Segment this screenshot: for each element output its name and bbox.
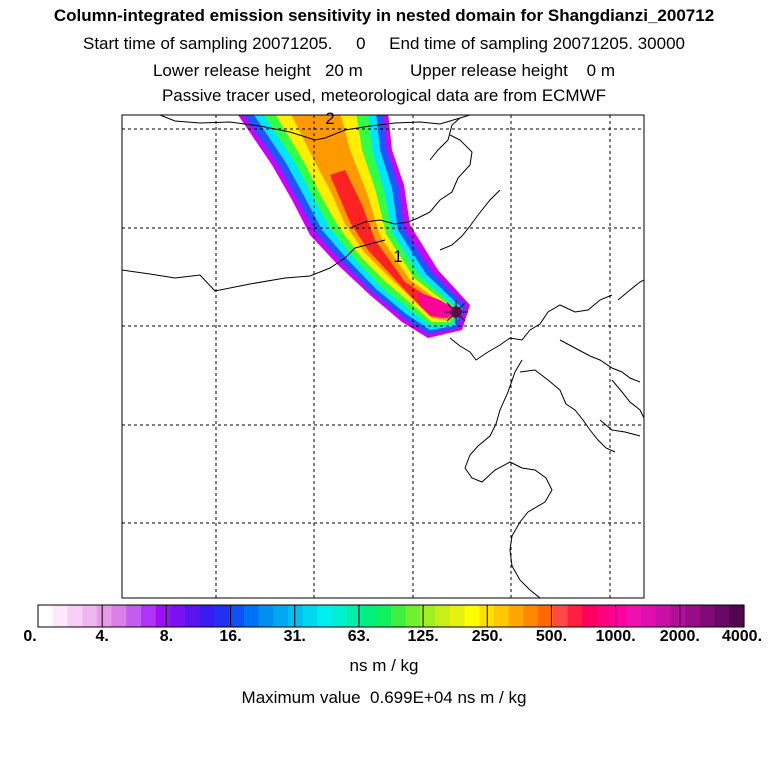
colorbar-cell <box>258 605 274 627</box>
emission-plume <box>238 115 470 338</box>
max-value-label: Maximum value 0.699E+04 ns m / kg <box>241 688 527 707</box>
colorbar-cell <box>685 605 701 627</box>
colorbar-cell <box>596 605 613 627</box>
colorbar-cell <box>464 605 480 627</box>
colorbar-cell <box>626 605 642 627</box>
colorbar-cell <box>243 605 260 627</box>
colorbar-cell <box>420 605 436 627</box>
colorbar-cell <box>111 605 127 627</box>
colorbar-cell <box>332 605 348 627</box>
colorbar-units: ns m / kg <box>349 656 419 675</box>
grid-lines <box>122 115 644 598</box>
colorbar-cell <box>214 605 230 627</box>
coastlines <box>122 115 644 598</box>
contour-label-2: 2 <box>325 109 334 128</box>
colorbar-tick-label: 4000. <box>721 628 763 645</box>
colorbar-cell <box>96 605 113 627</box>
colorbar-cell <box>346 605 363 627</box>
colorbar-cell <box>82 605 98 627</box>
colorbar-cell <box>729 605 745 627</box>
colorbar-cell <box>376 605 392 627</box>
plot-title: Column-integrated emission sensitivity i… <box>53 6 715 25</box>
colorbar-tick-label: 8. <box>159 628 174 645</box>
contour-label-1: 1 <box>393 247 402 266</box>
colorbar-cell <box>655 605 672 627</box>
colorbar-cell <box>155 605 171 627</box>
colorbar-cell <box>140 605 157 627</box>
colorbar-tick-label: 4. <box>95 628 109 645</box>
colorbar-cell <box>38 605 54 627</box>
colorbar-border <box>37 604 745 628</box>
plume-band-orange <box>291 115 452 320</box>
colorbar-dividers <box>101 605 681 627</box>
colorbar-cell <box>523 605 539 627</box>
colorbar-cell <box>670 605 686 627</box>
colorbar-tick-label: 500. <box>535 628 568 645</box>
colorbar-cell <box>185 605 201 627</box>
colorbar-tick-label: 250. <box>471 628 503 645</box>
colorbar-cell <box>361 605 377 627</box>
colorbar-cell <box>52 605 69 627</box>
colorbar-cell <box>508 605 524 627</box>
colorbar-cell <box>538 605 554 627</box>
colorbar-cell <box>699 605 716 627</box>
colorbar-tick-label: 2000. <box>659 628 700 645</box>
colorbar-cell <box>567 605 583 627</box>
colorbar-cell <box>302 605 319 627</box>
colorbar-cell <box>405 605 422 627</box>
release-height-line: Lower release height 20 m Upper release … <box>152 61 616 80</box>
colorbar-cell <box>288 605 304 627</box>
sampling-time-line: Start time of sampling 20071205. 0 End t… <box>83 34 685 53</box>
colorbar-cell <box>67 605 83 627</box>
plume-band-red <box>330 170 450 318</box>
tracer-info-line: Passive tracer used, meteorological data… <box>161 86 607 105</box>
colorbar-cell <box>714 605 730 627</box>
colorbar-cell <box>317 605 333 627</box>
colorbar-tick-label: 125. <box>407 628 439 645</box>
map-frame <box>121 114 645 599</box>
colorbar-cell <box>611 605 627 627</box>
colorbar-cell <box>273 605 289 627</box>
colorbar-tick-label: 16. <box>219 628 242 645</box>
colorbar-cell <box>170 605 186 627</box>
colorbar-cell <box>199 605 216 627</box>
colorbar-cell <box>552 605 569 627</box>
colorbar-tick-label: 63. <box>347 628 371 645</box>
colorbar-cell <box>126 605 142 627</box>
colorbar-tick-label: 31. <box>283 628 306 645</box>
colorbar-cell <box>582 605 598 627</box>
colorbar-cell <box>435 605 451 627</box>
colorbar-cell <box>229 605 245 627</box>
colorbar <box>38 605 745 627</box>
colorbar-tick-label: 0. <box>23 628 37 645</box>
colorbar-cell <box>449 605 466 627</box>
colorbar-cell <box>493 605 510 627</box>
release-site-marker <box>444 300 468 324</box>
colorbar-cell <box>391 605 407 627</box>
colorbar-cell <box>641 605 657 627</box>
colorbar-tick-label: 1000. <box>595 628 636 645</box>
